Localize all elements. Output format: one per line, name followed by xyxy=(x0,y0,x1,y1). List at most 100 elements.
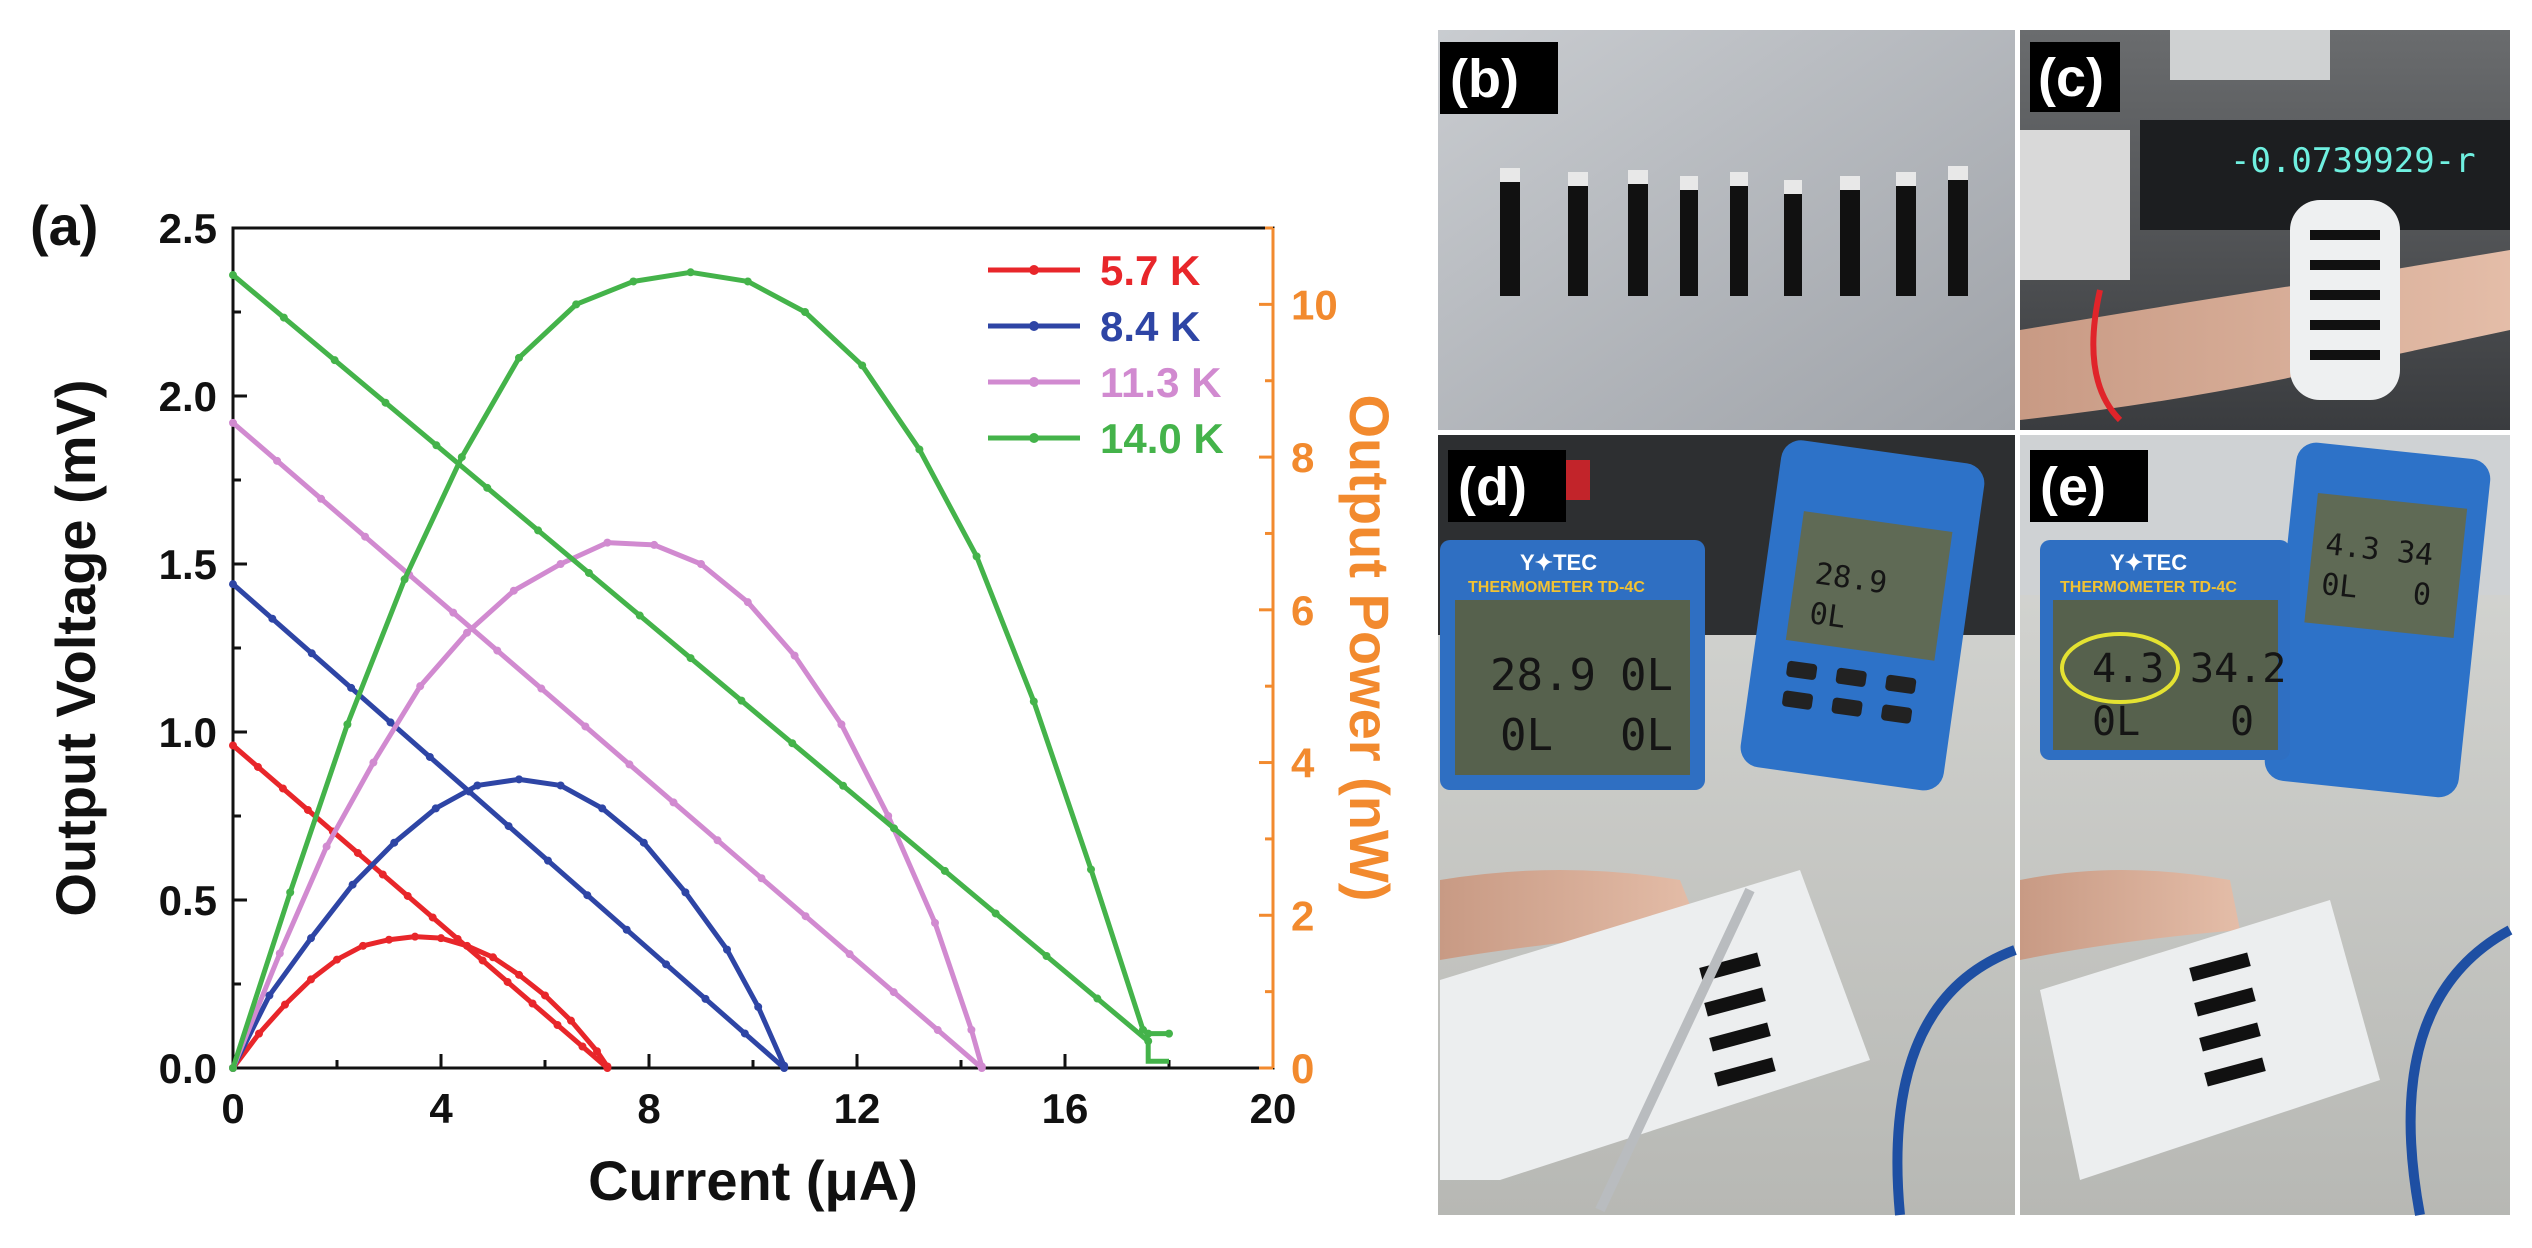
series-1-power-point xyxy=(390,838,399,847)
series-0-power-point xyxy=(411,932,419,941)
d-inset-reading-2: 0L xyxy=(1620,650,1673,701)
series-2-voltage-line xyxy=(231,420,984,1070)
series-2-power-point xyxy=(416,682,425,691)
series-3-voltage-point xyxy=(839,781,848,790)
legend-marker xyxy=(1029,377,1039,387)
series-2-power-point xyxy=(463,628,471,637)
series-2-voltage-point xyxy=(273,456,282,465)
series-1-power-point xyxy=(780,1061,789,1070)
series-1-power-point xyxy=(515,775,523,784)
series-2-power-point xyxy=(556,560,565,568)
y2-tick-label: 8 xyxy=(1291,434,1314,481)
series-1-voltage-point xyxy=(268,614,277,623)
x-tick-label: 20 xyxy=(1250,1085,1297,1132)
series-3-voltage-point xyxy=(279,313,288,322)
series-3-voltage-point xyxy=(229,271,237,280)
series-2-power-point xyxy=(275,949,284,958)
series-2-voltage-point xyxy=(229,418,237,427)
series-0-voltage-point xyxy=(403,891,412,900)
x-axis-label: Current (μA) xyxy=(588,1149,918,1212)
series-0-voltage-line xyxy=(231,743,610,1070)
e-handheld-reading-4: 0 xyxy=(2411,577,2433,614)
series-3-power-point xyxy=(1029,697,1038,706)
series-1-voltage-point xyxy=(583,891,592,900)
e-inset-reading-3: 0L xyxy=(2092,699,2140,745)
x-tick-label: 4 xyxy=(429,1085,453,1132)
series-0-power-point xyxy=(307,975,315,984)
series-2-power-point xyxy=(650,540,659,549)
y-tick-label: 1.0 xyxy=(159,709,217,756)
y2-axis-ticks: 0 2 4 6 8 10 xyxy=(1259,226,1338,1092)
y-axis-ticks: 0.0 0.5 1.0 1.5 2.0 2.5 xyxy=(159,205,247,1092)
series-3-voltage-point xyxy=(635,611,644,620)
series-3-voltage-point xyxy=(483,483,492,492)
series-3-power-point xyxy=(457,453,466,462)
series-1-power-point xyxy=(723,945,731,954)
series-0-power-point xyxy=(593,1047,601,1056)
series-1-voltage-point xyxy=(229,580,237,589)
series-0-power-point xyxy=(333,955,341,964)
series-2-power-point xyxy=(790,651,799,660)
series-2-power-point xyxy=(369,758,378,767)
series-3-voltage-point xyxy=(940,866,949,875)
series-0-voltage-point xyxy=(478,956,487,965)
series-3-power-point xyxy=(1087,865,1095,874)
series-0-voltage-point xyxy=(428,913,437,922)
y2-tick-label: 10 xyxy=(1291,281,1338,328)
series-0-voltage-point xyxy=(378,870,387,879)
series-0-power-point xyxy=(385,935,393,944)
series-1-power-point xyxy=(556,781,565,790)
series-1-power-point xyxy=(754,1002,763,1011)
series-3-power-point xyxy=(972,552,981,561)
series-3-power-point xyxy=(343,720,352,729)
series-3-power-point xyxy=(629,277,638,286)
series-2-power-point xyxy=(967,1025,976,1034)
panel-label-e: (e) xyxy=(2040,457,2106,517)
series-3-voltage-point xyxy=(1042,952,1051,960)
series-3-power-point xyxy=(686,268,695,277)
series-2-voltage-point xyxy=(845,950,854,959)
panel-label-a: (a) xyxy=(30,194,98,257)
series-1-power-point xyxy=(639,838,648,847)
series-2-voltage-point xyxy=(581,722,590,731)
series-0-voltage-point xyxy=(353,848,362,857)
series-3-voltage-point xyxy=(788,739,797,748)
series-2-power-point xyxy=(931,918,939,927)
series-2-power-point xyxy=(977,1062,986,1071)
d-inset-reading-1: 28.9 xyxy=(1490,650,1596,701)
series-2-voltage-point xyxy=(933,1026,942,1035)
legend-marker xyxy=(1029,265,1039,275)
series-0-voltage-point xyxy=(503,977,512,986)
series-3-voltage-point xyxy=(432,441,441,450)
series-2-voltage-point xyxy=(757,874,766,883)
series-0-power-point xyxy=(281,1000,289,1009)
series-0-power-point xyxy=(437,934,445,943)
series-3-voltage-point xyxy=(330,356,339,365)
series-3-power-point xyxy=(915,445,924,454)
panel-label-d: (d) xyxy=(1458,457,1527,517)
series-3-power-point xyxy=(858,361,867,370)
series-1-voltage-point xyxy=(347,683,356,692)
d-inset-model: THERMOMETER TD-4C xyxy=(1468,579,1645,596)
x-tick-label: 8 xyxy=(637,1085,660,1132)
series-0-power-point xyxy=(541,991,549,1000)
series-1-voltage-point xyxy=(662,960,671,969)
x-tick-label: 12 xyxy=(834,1085,881,1132)
legend-label: 5.7 K xyxy=(1100,247,1200,294)
series-2-voltage-point xyxy=(713,836,722,845)
series-2-power-point xyxy=(837,720,846,729)
series-3-power-point xyxy=(229,1064,237,1072)
series-3-voltage-point xyxy=(737,696,746,705)
series-1-power-point xyxy=(681,888,690,897)
series-3-power-point xyxy=(1165,1029,1173,1038)
y-tick-label: 1.5 xyxy=(159,541,217,588)
y2-tick-label: 4 xyxy=(1291,740,1315,787)
series-3-voltage-point xyxy=(584,568,593,577)
series-2-voltage-point xyxy=(449,608,458,617)
y2-tick-label: 0 xyxy=(1291,1045,1314,1092)
photo-panel-e: 4.3 34 0L 0 Y✦TEC THERMOMETER TD-4C 4.3 … xyxy=(2020,435,2513,1216)
series-3-voltage-point xyxy=(1144,1037,1153,1046)
legend: 5.7 K 8.4 K 11.3 K 14.0 K xyxy=(988,247,1224,462)
e-inset-reading-2: 34.2 xyxy=(2190,646,2286,692)
